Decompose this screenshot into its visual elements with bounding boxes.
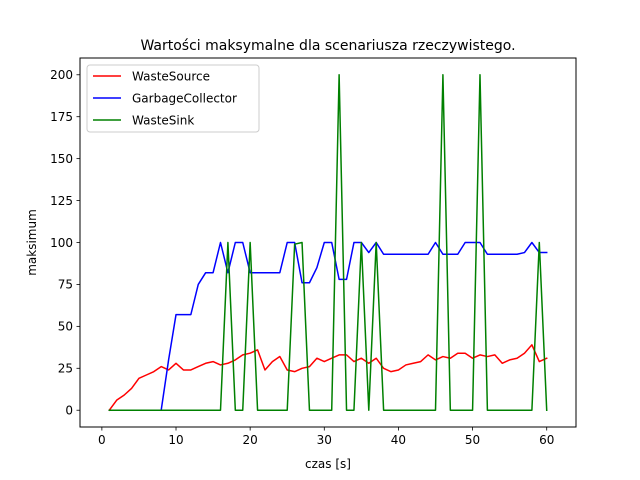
legend-label: WasteSink — [132, 113, 194, 127]
legend-label: WasteSource — [132, 69, 210, 83]
legend-label: GarbageCollector — [132, 91, 237, 105]
y-axis-ticks: 0 25 50 75 100 125 150 175 200 — [50, 68, 80, 418]
y-axis-label: maksimum — [25, 209, 39, 276]
y-tick-label: 125 — [50, 194, 73, 208]
legend: WasteSource GarbageCollector WasteSink — [86, 64, 260, 133]
x-tick-label: 40 — [391, 433, 406, 447]
y-tick-label: 25 — [58, 362, 73, 376]
y-tick-label: 0 — [65, 404, 73, 418]
y-tick-label: 100 — [50, 236, 73, 250]
x-tick-label: 10 — [168, 433, 183, 447]
x-axis-label: czas [s] — [305, 457, 351, 471]
x-tick-label: 50 — [465, 433, 480, 447]
x-tick-label: 20 — [243, 433, 258, 447]
y-tick-label: 75 — [58, 278, 73, 292]
series-layer — [108, 74, 548, 412]
x-axis-ticks: 0 10 20 30 40 50 60 — [98, 427, 554, 447]
x-tick-label: 60 — [539, 433, 554, 447]
y-tick-label: 175 — [50, 110, 73, 124]
x-tick-label: 0 — [98, 433, 106, 447]
series-line-garbage-collector — [108, 241, 548, 411]
y-tick-label: 150 — [50, 152, 73, 166]
legend-box — [86, 64, 260, 133]
y-tick-label: 200 — [50, 68, 73, 82]
chart-title: Wartości maksymalne dla scenariusza rzec… — [140, 38, 515, 54]
series-line-waste-sink — [108, 74, 548, 412]
y-tick-label: 50 — [58, 320, 73, 334]
x-tick-label: 30 — [317, 433, 332, 447]
